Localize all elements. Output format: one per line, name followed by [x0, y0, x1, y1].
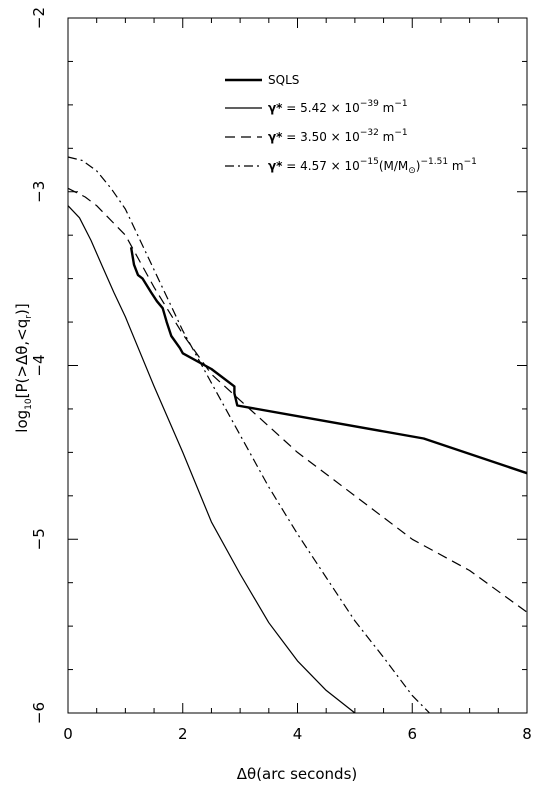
legend-equation: = 5.42 × 10 — [282, 101, 359, 115]
legend-gamma: γ* — [268, 159, 283, 173]
legend-mass-exponent: −1.51 — [420, 157, 448, 167]
y-axis-label-main-sub: r — [24, 315, 34, 319]
y-axis-label-log-sub: 10 — [24, 398, 34, 410]
legend-exponent: −15 — [360, 157, 379, 167]
x-axis-label-prefix: Δθ — [237, 765, 256, 783]
series-line-dashed — [67, 187, 528, 613]
legend-equation: = 3.50 × 10 — [282, 130, 359, 144]
y-axis-label-main: [P(>Δθ,<q — [13, 319, 31, 399]
y-tick-label: −6 — [30, 702, 48, 724]
legend-mass-ratio: (M/M — [379, 159, 408, 173]
legend-label: γ* = 3.50 × 10−32 m−1 — [268, 128, 408, 144]
series-line-solid — [67, 205, 356, 714]
legend-unit: m — [379, 101, 395, 115]
y-axis-label-close: )] — [13, 303, 31, 315]
legend-exponent: −39 — [360, 99, 379, 109]
legend-mass-close: ) — [416, 159, 421, 173]
y-tick-label: −4 — [30, 354, 48, 376]
series-layer — [67, 156, 528, 714]
series-line-solid-thick — [129, 247, 528, 475]
legend-text: SQLS — [268, 73, 299, 87]
legend-gamma: γ* — [268, 101, 283, 115]
axis-ticks: 0 2 4 6 8 −6 −5 −4 −3 −2 — [30, 7, 532, 743]
legend-unit-exponent: −1 — [464, 157, 477, 167]
legend-label: γ* = 4.57 × 10−15(M/M⊙)−1.51 m−1 — [268, 157, 477, 176]
y-tick-label: −2 — [30, 7, 48, 29]
legend-unit-exponent: −1 — [394, 99, 407, 109]
legend-gamma: γ* — [268, 130, 283, 144]
legend-mass-sub: ⊙ — [408, 166, 416, 176]
legend-label: γ* = 5.42 × 10−39 m−1 — [268, 99, 408, 115]
x-axis-label-rest: (arc seconds) — [256, 765, 357, 783]
y-axis-label: log10[P(>Δθ,<qr)] — [13, 303, 34, 432]
x-tick-label: 0 — [63, 725, 73, 743]
plot-frame — [67, 17, 528, 714]
y-tick-label: −3 — [30, 181, 48, 203]
legend-exponent: −32 — [360, 128, 379, 138]
x-tick-label: 6 — [407, 725, 417, 743]
legend-unit-exponent: −1 — [394, 128, 407, 138]
x-tick-label: 2 — [178, 725, 188, 743]
legend-equation: = 4.57 × 10 — [282, 159, 359, 173]
legend-unit: m — [379, 130, 395, 144]
y-axis-label-log: log — [13, 410, 31, 433]
y-tick-label: −5 — [30, 528, 48, 550]
legend-unit: m — [448, 159, 464, 173]
x-tick-label: 4 — [293, 725, 303, 743]
x-axis-label: Δθ(arc seconds) — [237, 765, 358, 783]
legend-label: SQLS — [268, 73, 299, 87]
series-line-dashdot — [67, 156, 430, 714]
x-tick-label: 8 — [522, 725, 532, 743]
